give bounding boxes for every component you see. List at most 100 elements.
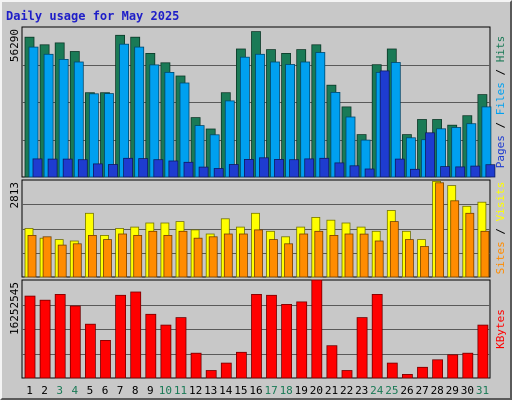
x-tick-label-day-14: 14 xyxy=(219,384,233,397)
kbytes-bar-kbytes-day-27 xyxy=(417,366,428,379)
kbytes-bar-kbytes-day-12 xyxy=(190,352,202,379)
hits-files-pages-legend-hits: Hits xyxy=(494,36,507,63)
x-tick-label-day-10: 10 xyxy=(159,384,172,397)
kbytes-bar-kbytes-day-23 xyxy=(356,317,368,379)
hits-files-pages-bar-pages-day-14 xyxy=(228,164,239,178)
hits-files-pages-bar-files-day-2 xyxy=(43,53,54,178)
x-tick-label-day-15: 15 xyxy=(234,384,247,397)
hits-files-pages-legend-pages: Pages xyxy=(494,135,507,168)
x-tick-label-day-20: 20 xyxy=(310,384,323,397)
visits-sites-legend-separator: / xyxy=(494,221,507,241)
hits-files-pages-bar-files-day-1 xyxy=(28,46,39,178)
kbytes-legend: KBytes xyxy=(494,309,507,349)
hits-files-pages-bar-pages-day-21 xyxy=(334,162,345,178)
x-tick-label-day-24: 24 xyxy=(370,384,384,397)
hits-files-pages-bar-files-day-8 xyxy=(134,46,145,178)
x-tick-label-day-13: 13 xyxy=(204,384,217,397)
visits-sites-bar-sites-day-4 xyxy=(72,243,82,278)
x-tick-label-day-17: 17 xyxy=(264,384,277,397)
kbytes-bar-kbytes-day-1 xyxy=(24,295,36,379)
visits-sites-bar-sites-day-16 xyxy=(254,229,263,278)
hits-files-pages-ymax-label: 56290 xyxy=(8,29,21,62)
kbytes-bar-kbytes-day-16 xyxy=(251,293,262,379)
x-tick-label-day-29: 29 xyxy=(446,384,459,397)
x-tick-label-day-28: 28 xyxy=(431,384,444,397)
hits-files-pages-bar-pages-day-25 xyxy=(394,158,405,178)
hits-files-pages-bar-pages-day-29 xyxy=(455,166,466,178)
x-tick-label-day-16: 16 xyxy=(249,384,262,397)
hits-files-pages-bar-pages-day-3 xyxy=(62,158,73,178)
hits-files-pages-bar-pages-day-17 xyxy=(274,158,284,178)
hits-files-pages-bar-pages-day-2 xyxy=(47,158,58,178)
x-tick-label-day-30: 30 xyxy=(461,384,474,397)
visits-sites-bar-sites-day-20 xyxy=(314,230,324,278)
x-tick-label-day-27: 27 xyxy=(415,384,428,397)
visits-sites-bar-sites-day-3 xyxy=(57,244,67,278)
x-tick-label-day-31: 31 xyxy=(476,384,489,397)
hits-files-pages-bar-pages-day-22 xyxy=(349,165,360,178)
hits-files-pages-bar-pages-day-18 xyxy=(289,159,300,178)
x-tick-label-day-21: 21 xyxy=(325,384,338,397)
hits-files-pages-bar-pages-day-11 xyxy=(183,161,194,178)
visits-sites-bar-sites-day-30 xyxy=(465,212,475,278)
x-tick-label-day-1: 1 xyxy=(26,384,33,397)
visits-sites-bar-sites-day-12 xyxy=(193,237,203,278)
visits-sites-bar-sites-day-15 xyxy=(238,233,248,278)
hits-files-pages-bar-pages-day-5 xyxy=(93,163,103,178)
x-tick-label-day-12: 12 xyxy=(189,384,202,397)
hits-files-pages-bar-pages-day-20 xyxy=(319,157,330,178)
visits-sites-legend: Sites / Visits xyxy=(494,182,507,275)
visits-sites-bar-sites-day-31 xyxy=(480,230,490,278)
x-tick-label-day-6: 6 xyxy=(102,384,109,397)
hits-files-pages-bar-pages-day-27 xyxy=(425,132,435,178)
hits-files-pages-legend: Pages / Files / Hits xyxy=(494,36,507,169)
x-tick-label-day-8: 8 xyxy=(132,384,139,397)
kbytes-bar-kbytes-day-4 xyxy=(69,305,81,379)
hits-files-pages-bar-pages-day-24 xyxy=(379,70,390,178)
x-tick-label-day-2: 2 xyxy=(41,384,48,397)
kbytes-bar-kbytes-day-31 xyxy=(477,324,489,379)
kbytes-bar-kbytes-day-24 xyxy=(371,293,383,379)
kbytes-bar-kbytes-day-19 xyxy=(296,301,308,379)
x-tick-label-day-18: 18 xyxy=(280,384,293,397)
hits-files-pages-legend-separator: / xyxy=(494,62,507,82)
hits-files-pages-bar-pages-day-28 xyxy=(440,166,451,178)
hits-files-pages-legend-files: Files xyxy=(494,82,507,115)
kbytes-bar-kbytes-day-5 xyxy=(85,323,96,379)
visits-sites-bar-sites-day-6 xyxy=(103,239,112,278)
visits-sites-ymax-label: 2813 xyxy=(8,182,21,209)
hits-files-pages-bar-pages-day-12 xyxy=(198,166,209,178)
x-tick-label-day-26: 26 xyxy=(400,384,413,397)
hits-files-pages-bar-files-day-7 xyxy=(119,43,129,178)
hits-files-pages-bar-pages-day-16 xyxy=(259,157,269,178)
kbytes-ymax-label: 16252545 xyxy=(8,282,21,335)
visits-sites-legend-visits: Visits xyxy=(494,182,507,222)
hits-files-pages-bar-pages-day-4 xyxy=(77,159,88,178)
kbytes-bar-kbytes-day-15 xyxy=(235,351,247,379)
kbytes-bar-kbytes-day-2 xyxy=(39,299,51,379)
kbytes-bar-kbytes-day-14 xyxy=(220,362,232,379)
visits-sites-bar-sites-day-24 xyxy=(374,240,384,278)
x-tick-label-day-3: 3 xyxy=(56,384,63,397)
kbytes-bar-kbytes-day-26 xyxy=(401,373,413,379)
x-tick-label-day-19: 19 xyxy=(295,384,308,397)
visits-sites-bar-sites-day-14 xyxy=(223,233,233,278)
visits-sites-bar-sites-day-22 xyxy=(344,233,354,278)
visits-sites-bar-sites-day-28 xyxy=(435,182,445,278)
chart-title: Daily usage for May 2025 xyxy=(6,9,180,23)
x-tick-label-day-5: 5 xyxy=(87,384,94,397)
kbytes-legend-kbytes: KBytes xyxy=(494,309,507,349)
kbytes-bar-kbytes-day-30 xyxy=(462,352,474,379)
hits-files-pages-bar-pages-day-23 xyxy=(364,168,375,178)
visits-sites-legend-sites: Sites xyxy=(494,241,507,274)
x-tick-label-day-11: 11 xyxy=(174,384,187,397)
x-tick-label-day-22: 22 xyxy=(340,384,353,397)
visits-sites-bar-sites-day-5 xyxy=(88,234,97,278)
hits-files-pages-bar-pages-day-10 xyxy=(168,160,179,178)
visits-sites-bar-sites-day-7 xyxy=(118,233,127,278)
kbytes-bar-kbytes-day-10 xyxy=(160,324,172,379)
kbytes-bar-kbytes-day-8 xyxy=(130,291,142,379)
hits-files-pages-bar-pages-day-13 xyxy=(213,168,224,178)
visits-sites-bar-sites-day-9 xyxy=(148,230,158,278)
visits-sites-bar-sites-day-29 xyxy=(450,200,460,278)
